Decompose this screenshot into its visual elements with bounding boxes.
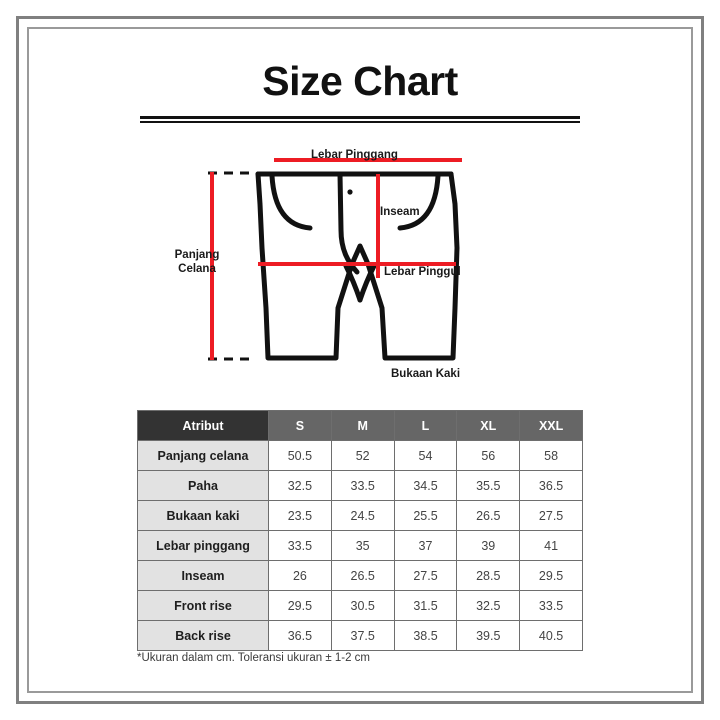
row-value: 52 xyxy=(330,440,395,471)
column-header-s: S xyxy=(268,410,332,441)
shorts-outline xyxy=(255,171,460,361)
size-table-wrap: Atribut S M L XL XXL Panjang celana 50.5 5… xyxy=(137,410,583,651)
table-row: Back rise 36.5 37.5 38.5 39.5 40.5 xyxy=(137,620,583,651)
row-value: 37.5 xyxy=(330,620,395,651)
column-header-xxl: XXL xyxy=(519,410,583,441)
table-footnote: *Ukuran dalam cm. Toleransi ukuran ± 1-2… xyxy=(137,652,370,664)
row-value: 31.5 xyxy=(393,590,458,621)
row-value: 28.5 xyxy=(456,560,521,591)
row-value: 27.5 xyxy=(519,500,583,531)
label-lebar-pinggang: Lebar Pinggang xyxy=(311,149,398,161)
label-panjang-celana: Panjang Celana xyxy=(169,248,225,277)
label-panjang-celana-line1: Panjang xyxy=(174,249,220,261)
table-row: Panjang celana 50.5 52 54 56 58 xyxy=(137,440,583,471)
table-row: Front rise 29.5 30.5 31.5 32.5 33.5 xyxy=(137,590,583,621)
row-value: 26 xyxy=(268,560,332,591)
row-value: 32.5 xyxy=(268,470,332,501)
row-attribute: Paha xyxy=(137,470,269,501)
row-value: 35 xyxy=(330,530,395,561)
row-value: 33.5 xyxy=(330,470,395,501)
row-value: 56 xyxy=(456,440,521,471)
row-value: 38.5 xyxy=(393,620,458,651)
size-table: Atribut S M L XL XXL Panjang celana 50.5 5… xyxy=(137,410,583,651)
column-header-xl: XL xyxy=(456,410,521,441)
label-bukaan-kaki: Bukaan Kaki xyxy=(391,368,461,380)
row-value: 50.5 xyxy=(268,440,332,471)
row-value: 54 xyxy=(393,440,458,471)
row-value: 27.5 xyxy=(393,560,458,591)
row-attribute: Panjang celana xyxy=(137,440,269,471)
measurement-lines xyxy=(210,158,462,360)
table-header-row: Atribut S M L XL XXL xyxy=(137,410,583,441)
table-body: Panjang celana 50.5 52 54 56 58 Paha 32.5 33.5 34… xyxy=(137,440,583,651)
label-panjang-celana-line2: Celana xyxy=(178,263,216,276)
label-lebar-pinggul: Lebar Pinggul xyxy=(384,266,461,278)
row-value: 40.5 xyxy=(519,620,583,651)
table-row: Paha 32.5 33.5 34.5 35.5 36.5 xyxy=(137,470,583,501)
label-inseam: Inseam xyxy=(380,206,420,218)
row-value: 32.5 xyxy=(456,590,521,621)
row-value: 34.5 xyxy=(393,470,458,501)
row-value: 30.5 xyxy=(330,590,395,621)
title-divider xyxy=(140,116,580,123)
row-attribute: Front rise xyxy=(137,590,269,621)
length-extension-lines xyxy=(208,171,256,361)
table-row: Bukaan kaki 23.5 24.5 25.5 26.5 27.5 xyxy=(137,500,583,531)
page-title: Size Chart xyxy=(262,58,458,104)
row-attribute: Bukaan kaki xyxy=(137,500,269,531)
row-value: 23.5 xyxy=(268,500,332,531)
row-value: 33.5 xyxy=(519,590,583,621)
table-row: Inseam 26 26.5 27.5 28.5 29.5 xyxy=(137,560,583,591)
column-header-m: M xyxy=(330,410,395,441)
row-value: 29.5 xyxy=(268,590,332,621)
row-value: 39.5 xyxy=(456,620,521,651)
row-value: 33.5 xyxy=(268,530,332,561)
row-value: 37 xyxy=(393,530,458,561)
row-value: 58 xyxy=(519,440,583,471)
row-value: 26.5 xyxy=(330,560,395,591)
column-header-atribut: Atribut xyxy=(137,410,269,441)
row-value: 24.5 xyxy=(330,500,395,531)
row-value: 36.5 xyxy=(519,470,583,501)
row-attribute: Inseam xyxy=(137,560,269,591)
row-attribute: Back rise xyxy=(137,620,269,651)
row-value: 35.5 xyxy=(456,470,521,501)
row-value: 39 xyxy=(456,530,521,561)
shorts-diagram xyxy=(150,138,570,390)
table-row: Lebar pinggang 33.5 35 37 39 41 xyxy=(137,530,583,561)
row-value: 41 xyxy=(519,530,583,561)
column-header-l: L xyxy=(393,410,458,441)
row-value: 29.5 xyxy=(519,560,583,591)
row-attribute: Lebar pinggang xyxy=(137,530,269,561)
row-value: 36.5 xyxy=(268,620,332,651)
row-value: 25.5 xyxy=(393,500,458,531)
row-value: 26.5 xyxy=(456,500,521,531)
